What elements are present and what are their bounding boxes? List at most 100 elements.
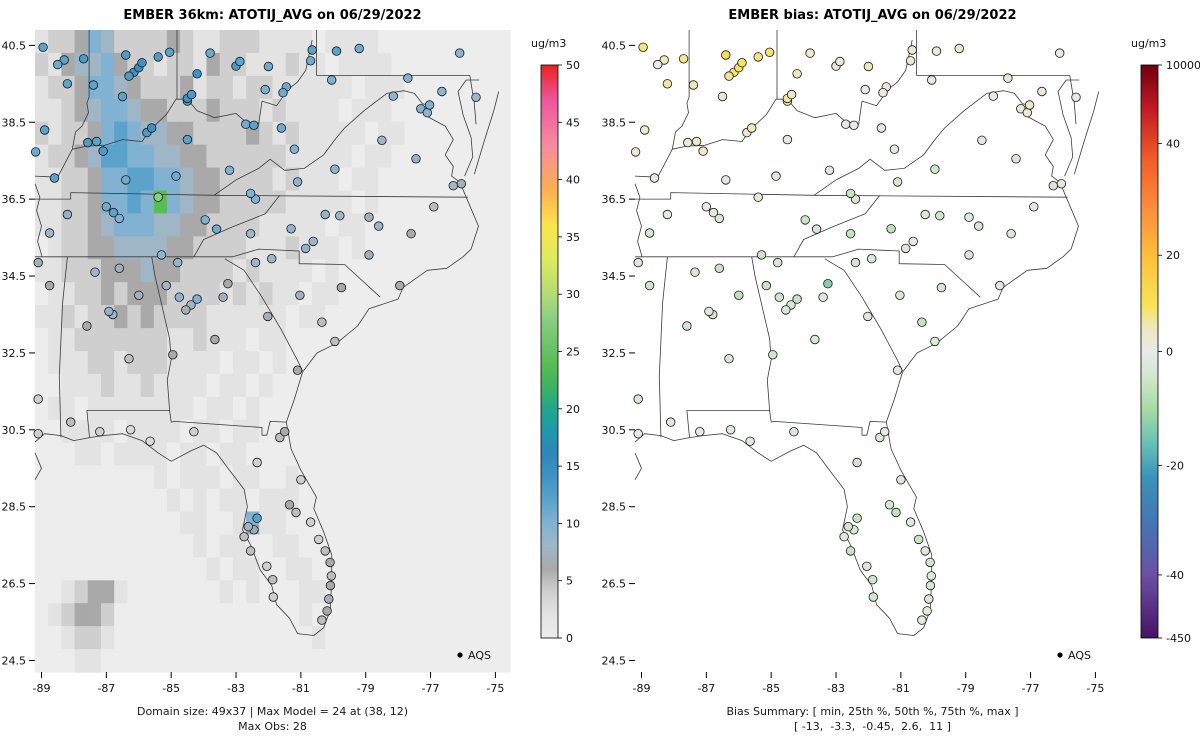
raster-cell (364, 649, 379, 673)
raster-cell (457, 465, 472, 490)
raster-cell (101, 167, 115, 192)
colorbar-tick-label: 35 (566, 231, 580, 244)
raster-cell (496, 121, 511, 146)
raster-cell (87, 236, 102, 260)
raster-cell (153, 75, 168, 100)
raster-cell (35, 534, 49, 558)
raster-cell (444, 396, 458, 421)
aqs-station-dot (917, 615, 927, 625)
aqs-station-dot (805, 48, 815, 58)
raster-cell (87, 465, 102, 490)
boundary-line (751, 256, 772, 411)
raster-cell (272, 328, 287, 352)
raster-cell (232, 419, 247, 444)
raster-cell (61, 190, 76, 215)
raster-cell (127, 465, 142, 490)
raster-cell (206, 75, 221, 100)
raster-cell (312, 396, 326, 421)
aqs-station-dot (653, 59, 663, 70)
raster-cell (444, 511, 458, 536)
raster-cell (272, 603, 287, 627)
raster-cell (338, 373, 353, 398)
raster-cell (246, 373, 260, 398)
aqs-station-dot (1037, 86, 1047, 97)
aqs-station-dot (995, 280, 1005, 291)
raster-cell (35, 649, 49, 673)
raster-cell (61, 511, 76, 536)
raster-cell (87, 396, 102, 421)
raster-cell (127, 603, 142, 627)
raster-cell (127, 557, 142, 581)
raster-cell (166, 305, 181, 329)
raster-cell (391, 580, 406, 604)
raster-cell (430, 465, 445, 490)
aqs-station-dot (260, 84, 270, 95)
aqs-station-dot (638, 42, 648, 53)
raster-cell (298, 144, 313, 169)
boundary-line (232, 248, 381, 298)
raster-cell (338, 557, 353, 581)
raster-cell (312, 282, 326, 306)
raster-cell (232, 213, 247, 237)
raster-cell (272, 649, 287, 673)
raster-cell (206, 351, 221, 375)
raster-cell (259, 419, 274, 444)
raster-cell (391, 259, 406, 283)
raster-cell (259, 144, 274, 169)
raster-cell (232, 603, 247, 627)
raster-cell (140, 236, 155, 260)
raster-cell (259, 649, 274, 673)
aqs-station-dot (1048, 180, 1059, 191)
aqs-station-dot (895, 290, 905, 301)
colorbar-tick-label: 30 (566, 288, 580, 301)
raster-cell (378, 465, 392, 490)
raster-cell (114, 580, 129, 604)
raster-cell (338, 30, 353, 54)
raster-cell (378, 488, 392, 513)
aqs-station-dot (926, 571, 937, 581)
raster-cell (193, 534, 208, 558)
aqs-station-dot (878, 87, 888, 98)
raster-cell (101, 396, 115, 421)
aqs-station-dot (245, 188, 256, 199)
raster-cell (312, 98, 326, 123)
aqs-station-dot (134, 290, 144, 301)
raster-cell (417, 419, 432, 444)
aqs-station-dot (146, 123, 157, 133)
raster-cell (483, 190, 498, 215)
aqs-station-dot (886, 224, 896, 234)
x-tick-label: -87 (697, 682, 715, 695)
colorbar-tick-label: 5 (566, 575, 573, 588)
raster-cell (285, 649, 300, 673)
boundary-line (1057, 79, 1080, 177)
y-tick-label: 38.5 (2, 116, 27, 129)
raster-cell (74, 626, 89, 650)
aqs-station-dot (49, 173, 60, 183)
raster-cell (127, 511, 142, 536)
raster-cell (404, 442, 419, 467)
raster-cell (325, 488, 340, 513)
aqs-legend-label: AQS (1068, 649, 1091, 662)
raster-cell (153, 649, 168, 673)
aqs-station-dot (268, 592, 279, 602)
y-tick-label: 40.5 (2, 39, 27, 52)
raster-cell (378, 328, 392, 352)
raster-cell (219, 373, 234, 398)
raster-cell (193, 167, 208, 192)
raster-cell (378, 442, 392, 467)
raster-cell (483, 259, 498, 283)
aqs-station-dot (772, 257, 783, 268)
raster-cell (457, 75, 472, 100)
raster-cell (364, 373, 379, 398)
raster-cell (391, 213, 406, 237)
raster-cell (470, 282, 485, 306)
raster-cell (457, 351, 472, 375)
aqs-station-dot (678, 54, 689, 64)
colorbar-tick-label: 40 (1166, 138, 1180, 151)
raster-cell (259, 30, 274, 54)
raster-cell (74, 488, 89, 513)
raster-cell (87, 213, 102, 237)
raster-cell (430, 488, 445, 513)
raster-cell (457, 144, 472, 169)
colorbar-tick-label: 10000 (1166, 59, 1200, 72)
